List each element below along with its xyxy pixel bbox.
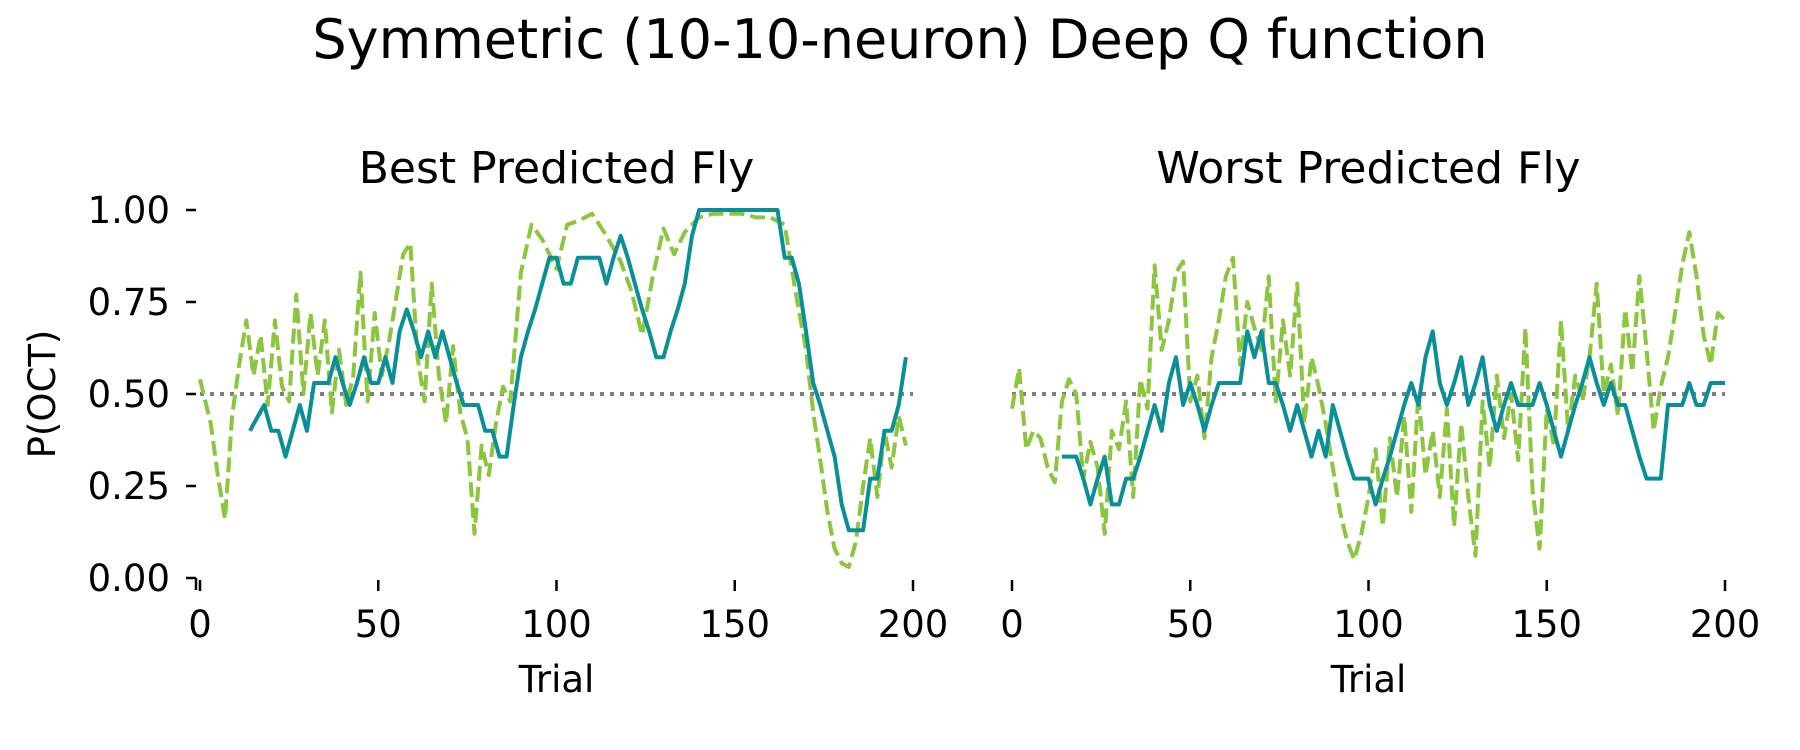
x-tick-label: 0 — [1000, 603, 1024, 646]
y-tick-label: 1.00 — [88, 189, 170, 232]
x-tick-label: 0 — [188, 603, 212, 646]
panel-title: Worst Predicted Fly — [1156, 143, 1580, 194]
x-tick-label: 100 — [1333, 603, 1404, 646]
y-axis-label: P(OCT) — [21, 330, 64, 459]
y-tick-label: 0.50 — [88, 373, 170, 416]
y-tick-label: 0.75 — [88, 281, 170, 324]
x-axis-label: Trial — [1330, 658, 1407, 701]
model-prediction-line — [1010, 230, 1727, 562]
x-tick-label: 50 — [1167, 603, 1214, 646]
x-tick-label: 200 — [878, 603, 949, 646]
figure-title: Symmetric (10-10-neuron) Deep Q function — [312, 8, 1487, 71]
y-tick-label: 0.00 — [88, 557, 170, 600]
model-prediction-line — [198, 211, 908, 569]
fly-choice-line — [248, 208, 908, 533]
x-tick-label: 150 — [699, 603, 770, 646]
x-tick-label: 200 — [1690, 603, 1761, 646]
x-axis-label: Trial — [518, 658, 595, 701]
y-tick-label: 0.25 — [88, 465, 170, 508]
x-tick-label: 50 — [355, 603, 402, 646]
x-tick-label: 100 — [521, 603, 592, 646]
x-tick-label: 150 — [1511, 603, 1582, 646]
fly-choice-line — [1061, 329, 1725, 507]
panel-title: Best Predicted Fly — [359, 143, 755, 194]
